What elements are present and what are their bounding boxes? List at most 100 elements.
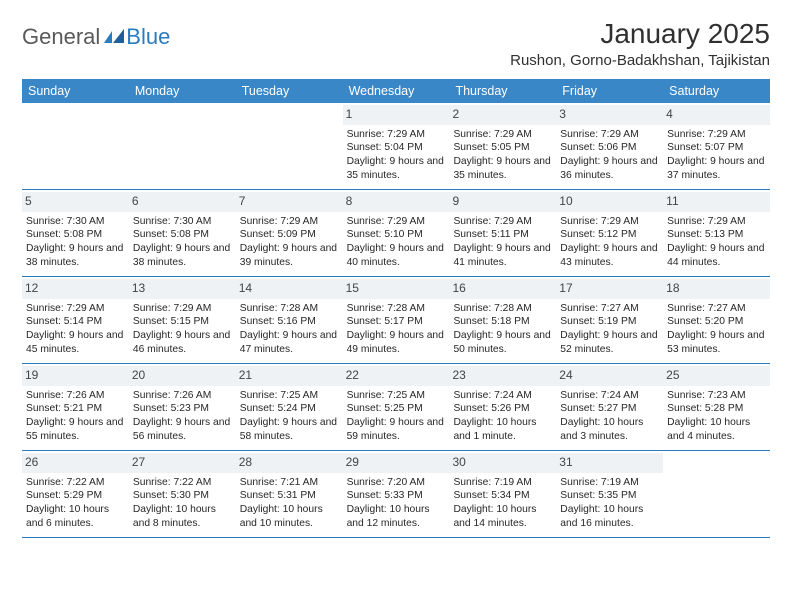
sunset-line: Sunset: 5:25 PM [347, 402, 446, 416]
day-cell: 29Sunrise: 7:20 AMSunset: 5:33 PMDayligh… [343, 451, 450, 537]
daylight-line: Daylight: 9 hours and 44 minutes. [667, 242, 766, 269]
daylight-line: Daylight: 9 hours and 56 minutes. [133, 416, 232, 443]
sunset-line: Sunset: 5:33 PM [347, 489, 446, 503]
daylight-line: Daylight: 9 hours and 41 minutes. [453, 242, 552, 269]
day-number: 11 [663, 192, 770, 212]
sunrise-line: Sunrise: 7:20 AM [347, 476, 446, 490]
sunset-line: Sunset: 5:19 PM [560, 315, 659, 329]
day-cell: 8Sunrise: 7:29 AMSunset: 5:10 PMDaylight… [343, 190, 450, 276]
sunset-line: Sunset: 5:17 PM [347, 315, 446, 329]
sunrise-line: Sunrise: 7:26 AM [26, 389, 125, 403]
day-number: 27 [129, 453, 236, 473]
day-cell: 26Sunrise: 7:22 AMSunset: 5:29 PMDayligh… [22, 451, 129, 537]
sunrise-line: Sunrise: 7:26 AM [133, 389, 232, 403]
sunrise-line: Sunrise: 7:27 AM [560, 302, 659, 316]
daylight-line: Daylight: 10 hours and 3 minutes. [560, 416, 659, 443]
brand-text-general: General [22, 24, 100, 50]
sunset-line: Sunset: 5:08 PM [26, 228, 125, 242]
day-cell: 17Sunrise: 7:27 AMSunset: 5:19 PMDayligh… [556, 277, 663, 363]
daylight-line: Daylight: 9 hours and 58 minutes. [240, 416, 339, 443]
sunset-line: Sunset: 5:20 PM [667, 315, 766, 329]
sunrise-line: Sunrise: 7:24 AM [453, 389, 552, 403]
day-number: 8 [343, 192, 450, 212]
brand-logo: General Blue [22, 18, 170, 50]
sunrise-line: Sunrise: 7:29 AM [453, 215, 552, 229]
sunset-line: Sunset: 5:35 PM [560, 489, 659, 503]
sunset-line: Sunset: 5:24 PM [240, 402, 339, 416]
sunset-line: Sunset: 5:30 PM [133, 489, 232, 503]
day-cell: 11 Sunrise: 7:29 AMSunset: 5:13 PMDayligh… [663, 190, 770, 276]
sunset-line: Sunset: 5:26 PM [453, 402, 552, 416]
daylight-line: Daylight: 10 hours and 10 minutes. [240, 503, 339, 530]
daylight-line: Daylight: 9 hours and 52 minutes. [560, 329, 659, 356]
day-cell: 27Sunrise: 7:22 AMSunset: 5:30 PMDayligh… [129, 451, 236, 537]
day-number: 18 [663, 279, 770, 299]
daylight-line: Daylight: 9 hours and 38 minutes. [133, 242, 232, 269]
day-cell: . [663, 451, 770, 537]
day-number: 14 [236, 279, 343, 299]
daylight-line: Daylight: 9 hours and 49 minutes. [347, 329, 446, 356]
day-number: 2 [449, 105, 556, 125]
daylight-line: Daylight: 10 hours and 1 minute. [453, 416, 552, 443]
sunset-line: Sunset: 5:06 PM [560, 141, 659, 155]
week-row: 12Sunrise: 7:29 AMSunset: 5:14 PMDayligh… [22, 277, 770, 364]
day-number: 4 [663, 105, 770, 125]
day-number: 31 [556, 453, 663, 473]
sunrise-line: Sunrise: 7:25 AM [240, 389, 339, 403]
sunrise-line: Sunrise: 7:29 AM [453, 128, 552, 142]
daylight-line: Daylight: 10 hours and 8 minutes. [133, 503, 232, 530]
daylight-line: Daylight: 9 hours and 59 minutes. [347, 416, 446, 443]
sunrise-line: Sunrise: 7:28 AM [240, 302, 339, 316]
day-number: 22 [343, 366, 450, 386]
day-cell: 24Sunrise: 7:24 AMSunset: 5:27 PMDayligh… [556, 364, 663, 450]
sunrise-line: Sunrise: 7:29 AM [667, 215, 766, 229]
day-cell: 1Sunrise: 7:29 AMSunset: 5:04 PMDaylight… [343, 103, 450, 189]
day-number: 21 [236, 366, 343, 386]
day-cell: 13Sunrise: 7:29 AMSunset: 5:15 PMDayligh… [129, 277, 236, 363]
weeks-container: ... 1Sunrise: 7:29 AMSunset: 5:04 PMDayli… [22, 103, 770, 538]
title-block: January 2025 Rushon, Gorno-Badakhshan, T… [510, 18, 770, 69]
weekday-header-row: SundayMondayTuesdayWednesdayThursdayFrid… [22, 79, 770, 103]
day-cell: 6Sunrise: 7:30 AMSunset: 5:08 PMDaylight… [129, 190, 236, 276]
day-cell: 23Sunrise: 7:24 AMSunset: 5:26 PMDayligh… [449, 364, 556, 450]
day-cell: 12Sunrise: 7:29 AMSunset: 5:14 PMDayligh… [22, 277, 129, 363]
day-cell: . [22, 103, 129, 189]
sunset-line: Sunset: 5:15 PM [133, 315, 232, 329]
sunrise-line: Sunrise: 7:22 AM [26, 476, 125, 490]
daylight-line: Daylight: 9 hours and 38 minutes. [26, 242, 125, 269]
day-cell: 25Sunrise: 7:23 AMSunset: 5:28 PMDayligh… [663, 364, 770, 450]
daylight-line: Daylight: 10 hours and 12 minutes. [347, 503, 446, 530]
day-cell: . [129, 103, 236, 189]
day-cell: 20Sunrise: 7:26 AMSunset: 5:23 PMDayligh… [129, 364, 236, 450]
daylight-line: Daylight: 9 hours and 37 minutes. [667, 155, 766, 182]
day-number: 20 [129, 366, 236, 386]
day-cell: 4Sunrise: 7:29 AMSunset: 5:07 PMDaylight… [663, 103, 770, 189]
day-number: 16 [449, 279, 556, 299]
sunrise-line: Sunrise: 7:19 AM [560, 476, 659, 490]
day-number: 19 [22, 366, 129, 386]
daylight-line: Daylight: 9 hours and 35 minutes. [453, 155, 552, 182]
location-subtitle: Rushon, Gorno-Badakhshan, Tajikistan [510, 52, 770, 69]
week-row: 19Sunrise: 7:26 AMSunset: 5:21 PMDayligh… [22, 364, 770, 451]
sunrise-line: Sunrise: 7:30 AM [133, 215, 232, 229]
daylight-line: Daylight: 10 hours and 6 minutes. [26, 503, 125, 530]
day-cell: 22Sunrise: 7:25 AMSunset: 5:25 PMDayligh… [343, 364, 450, 450]
sunset-line: Sunset: 5:05 PM [453, 141, 552, 155]
day-number: 13 [129, 279, 236, 299]
day-cell: 2 Sunrise: 7:29 AMSunset: 5:05 PMDaylight… [449, 103, 556, 189]
sunset-line: Sunset: 5:13 PM [667, 228, 766, 242]
daylight-line: Daylight: 10 hours and 14 minutes. [453, 503, 552, 530]
day-cell: 16Sunrise: 7:28 AMSunset: 5:18 PMDayligh… [449, 277, 556, 363]
weekday-header-cell: Friday [556, 79, 663, 103]
sunrise-line: Sunrise: 7:29 AM [347, 215, 446, 229]
day-cell: 19Sunrise: 7:26 AMSunset: 5:21 PMDayligh… [22, 364, 129, 450]
sunset-line: Sunset: 5:04 PM [347, 141, 446, 155]
day-number: 7 [236, 192, 343, 212]
daylight-line: Daylight: 9 hours and 39 minutes. [240, 242, 339, 269]
sunset-line: Sunset: 5:16 PM [240, 315, 339, 329]
month-year-title: January 2025 [510, 18, 770, 50]
sunrise-line: Sunrise: 7:23 AM [667, 389, 766, 403]
sunset-line: Sunset: 5:31 PM [240, 489, 339, 503]
daylight-line: Daylight: 10 hours and 16 minutes. [560, 503, 659, 530]
header-row: General Blue January 2025 Rushon, Gorno-… [22, 18, 770, 69]
